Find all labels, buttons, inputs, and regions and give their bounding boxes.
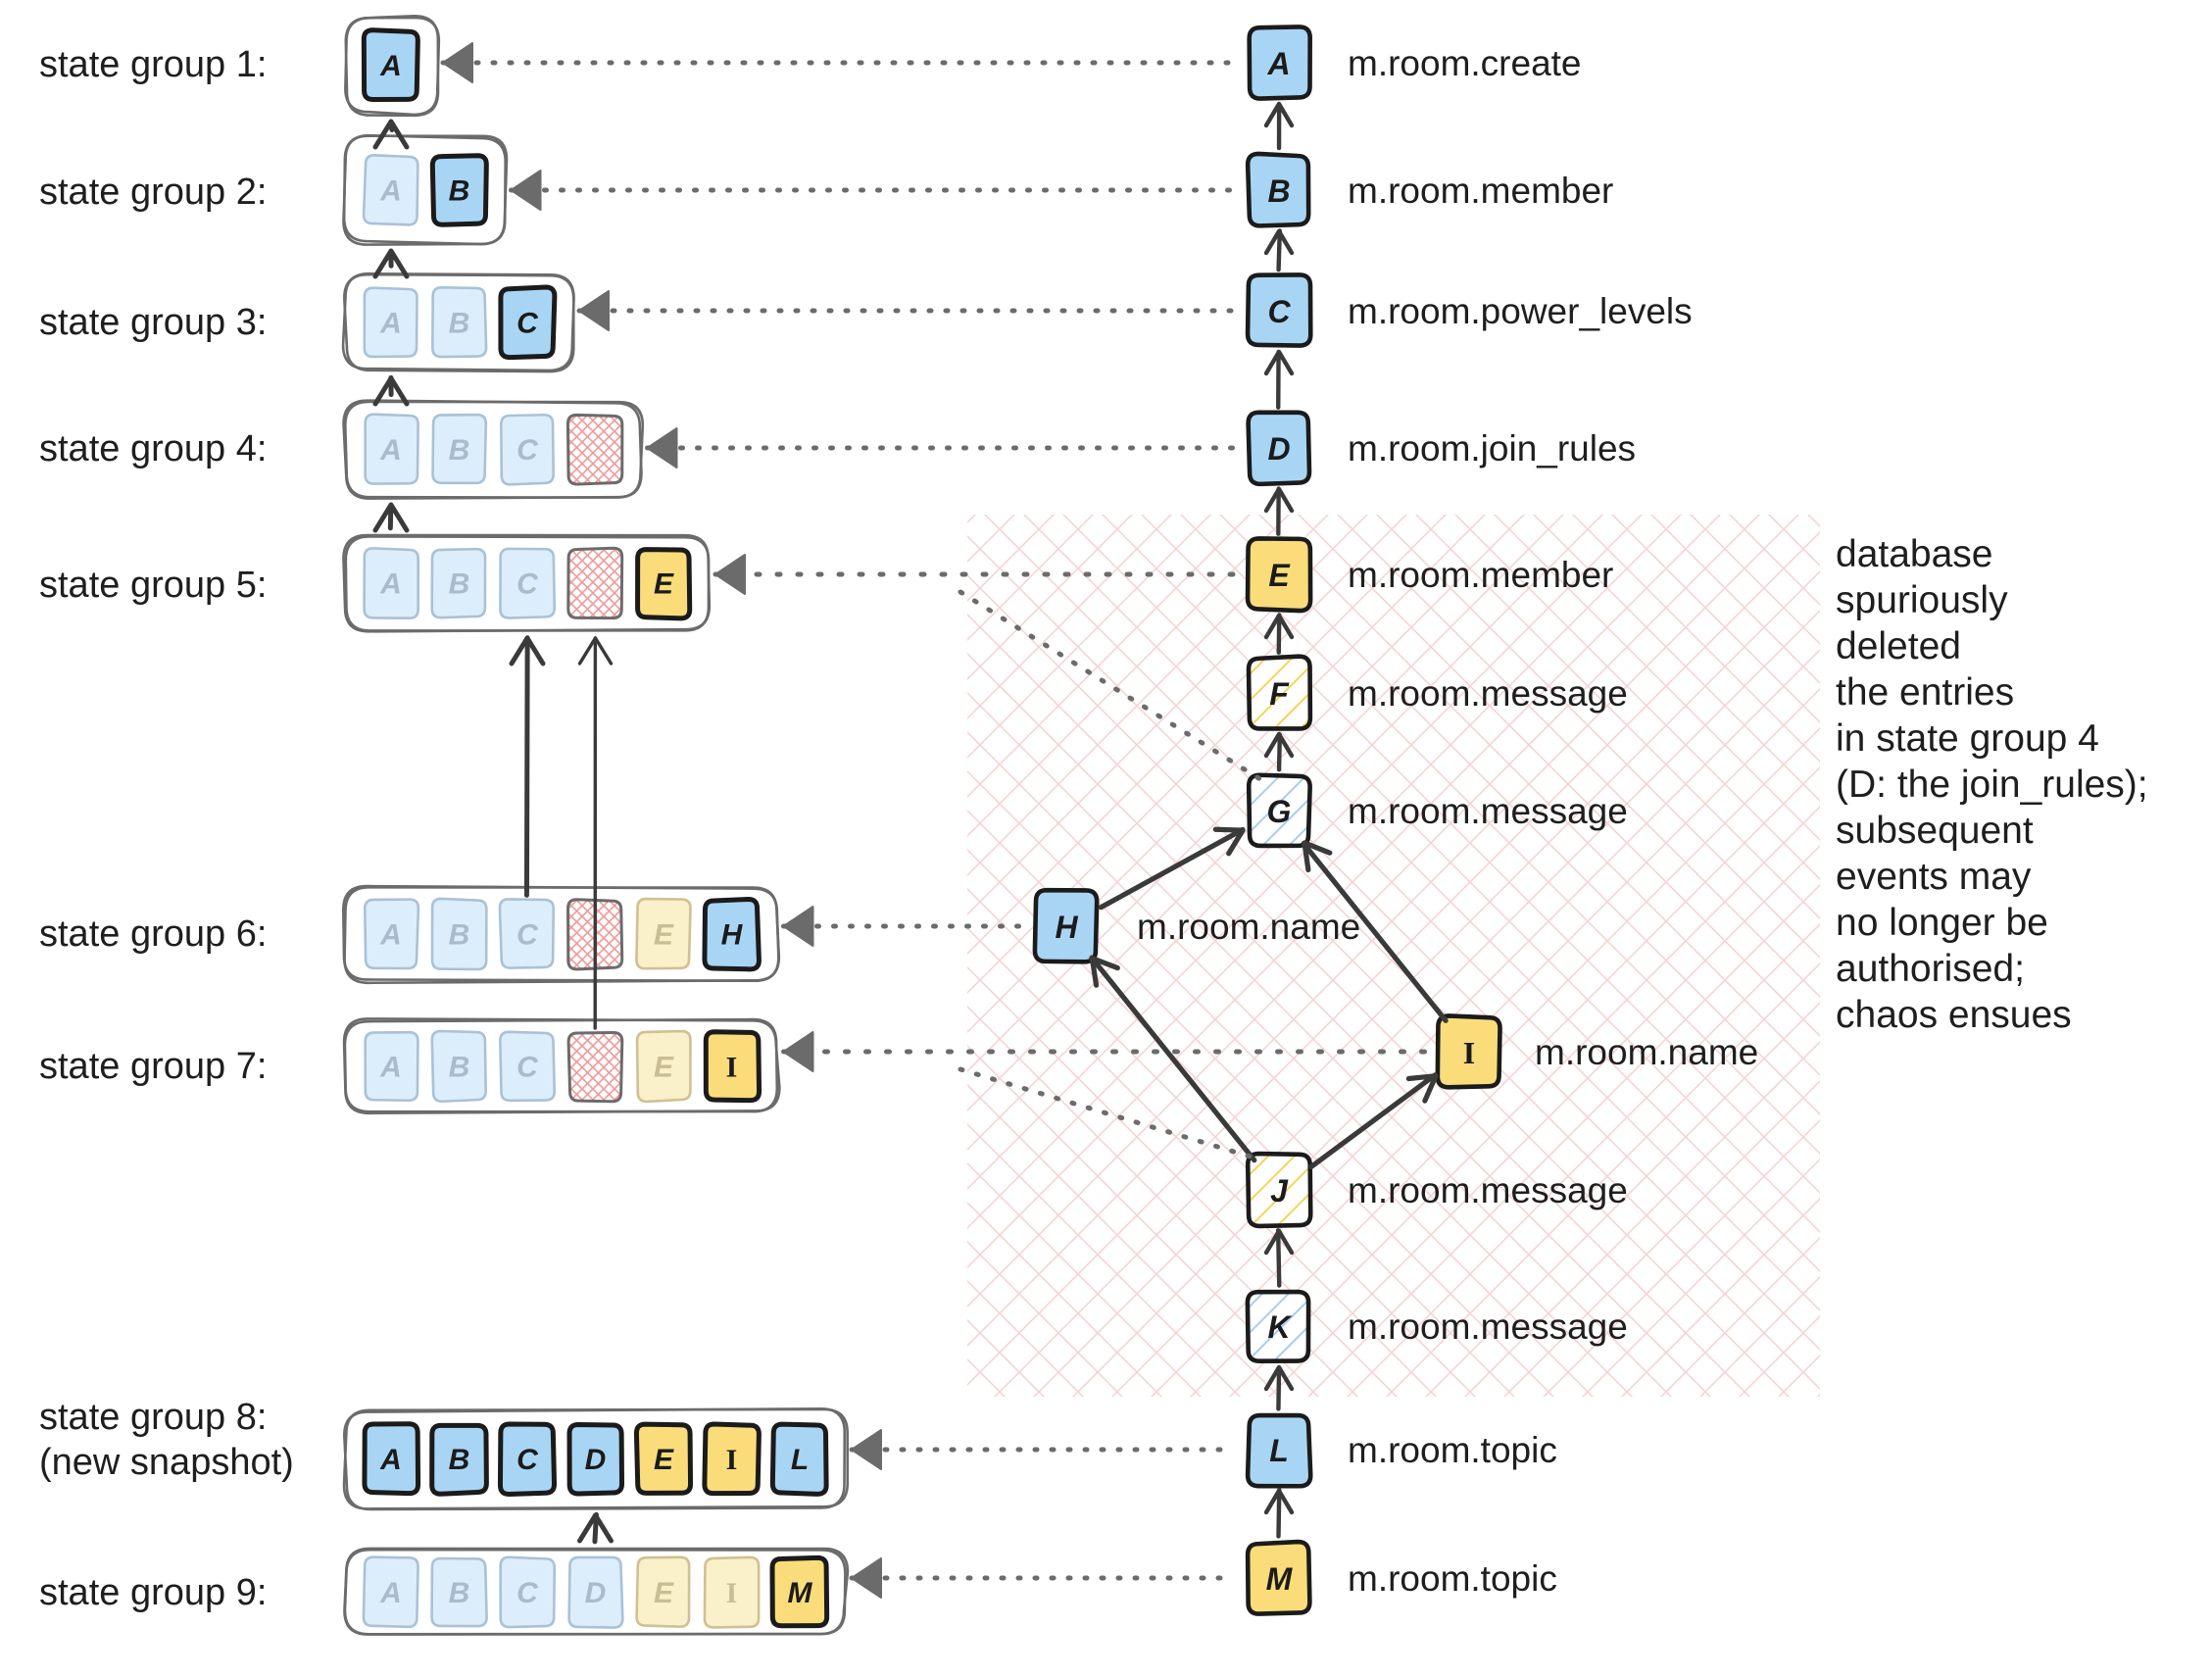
svg-text:m.room.power_levels: m.room.power_levels [1348,291,1693,331]
svg-text:B: B [449,1052,470,1084]
svg-text:state group 2:: state group 2: [39,172,267,213]
svg-text:m.room.message: m.room.message [1348,791,1628,831]
svg-text:E: E [1268,558,1291,593]
svg-text:state group 4:: state group 4: [39,428,267,469]
svg-text:A: A [379,568,402,601]
svg-text:H: H [1055,910,1078,945]
svg-text:D: D [1267,431,1290,467]
svg-text:E: E [654,919,674,952]
svg-text:B: B [449,1577,470,1609]
svg-text:m.room.message: m.room.message [1348,1307,1628,1347]
svg-text:subsequent: subsequent [1836,810,2034,852]
svg-text:m.room.member: m.room.member [1348,555,1613,595]
svg-text:A: A [379,175,402,208]
svg-text:M: M [788,1577,813,1609]
svg-text:A: A [379,1052,402,1084]
svg-text:m.room.topic: m.room.topic [1348,1558,1557,1599]
svg-text:C: C [1267,294,1291,329]
svg-text:D: D [585,1577,607,1609]
svg-text:m.room.message: m.room.message [1348,673,1628,714]
svg-text:chaos ensues: chaos ensues [1836,994,2072,1036]
svg-text:K: K [1267,1309,1293,1345]
svg-text:m.room.topic: m.room.topic [1348,1430,1557,1470]
svg-text:C: C [516,919,539,952]
svg-text:B: B [449,568,470,601]
svg-text:B: B [449,1444,470,1476]
svg-text:I: I [1463,1035,1475,1070]
svg-text:spuriously: spuriously [1836,579,2008,621]
svg-text:C: C [516,434,539,467]
svg-text:events may: events may [1836,856,2032,898]
svg-text:no longer be: no longer be [1836,902,2048,944]
svg-text:E: E [654,1577,674,1609]
svg-text:I: I [726,1052,738,1084]
svg-text:database: database [1836,533,1992,575]
svg-text:state group 8:: state group 8: [39,1397,267,1438]
svg-text:C: C [516,1577,539,1609]
svg-text:C: C [516,308,539,340]
svg-text:B: B [449,175,470,208]
svg-text:A: A [379,308,402,340]
svg-text:A: A [379,434,402,467]
svg-text:state group 7:: state group 7: [39,1046,267,1087]
svg-text:A: A [379,919,402,952]
svg-text:authorised;: authorised; [1836,948,2025,990]
svg-text:m.room.name: m.room.name [1137,907,1360,947]
svg-text:B: B [449,919,470,952]
svg-text:B: B [449,434,470,467]
svg-text:state group 6:: state group 6: [39,913,267,955]
svg-text:A: A [379,1444,402,1476]
svg-text:B: B [1267,173,1290,209]
svg-text:A: A [379,50,402,82]
svg-text:state group 3:: state group 3: [39,302,267,343]
svg-text:A: A [1266,46,1290,81]
svg-text:E: E [654,1052,674,1084]
svg-text:C: C [516,1444,539,1476]
svg-text:E: E [654,568,674,601]
svg-text:deleted: deleted [1836,625,1961,667]
svg-text:state group 5:: state group 5: [39,565,267,606]
svg-text:A: A [379,1577,402,1609]
svg-text:the entries: the entries [1836,671,2014,714]
svg-text:(new snapshot): (new snapshot) [39,1442,294,1483]
svg-text:B: B [449,308,470,340]
svg-text:C: C [516,1052,539,1084]
svg-text:M: M [1266,1561,1294,1597]
svg-text:G: G [1267,794,1292,829]
svg-text:state group 9:: state group 9: [39,1572,267,1613]
svg-text:I: I [726,1577,738,1609]
svg-text:H: H [721,919,744,952]
svg-text:L: L [791,1444,809,1476]
svg-text:(D: the join_rules);: (D: the join_rules); [1836,764,2148,806]
svg-text:J: J [1270,1173,1289,1208]
svg-text:m.room.member: m.room.member [1348,171,1613,211]
svg-text:L: L [1269,1433,1289,1468]
svg-text:state group 1:: state group 1: [39,44,267,85]
svg-text:m.room.join_rules: m.room.join_rules [1348,428,1636,469]
svg-text:m.room.create: m.room.create [1348,43,1582,83]
svg-text:C: C [516,568,539,601]
svg-text:F: F [1269,676,1290,712]
svg-text:D: D [585,1444,607,1476]
svg-text:m.room.message: m.room.message [1348,1170,1628,1210]
svg-text:E: E [654,1444,674,1476]
svg-text:I: I [726,1444,738,1476]
svg-text:in state group 4: in state group 4 [1836,717,2099,760]
svg-text:m.room.name: m.room.name [1535,1032,1758,1072]
